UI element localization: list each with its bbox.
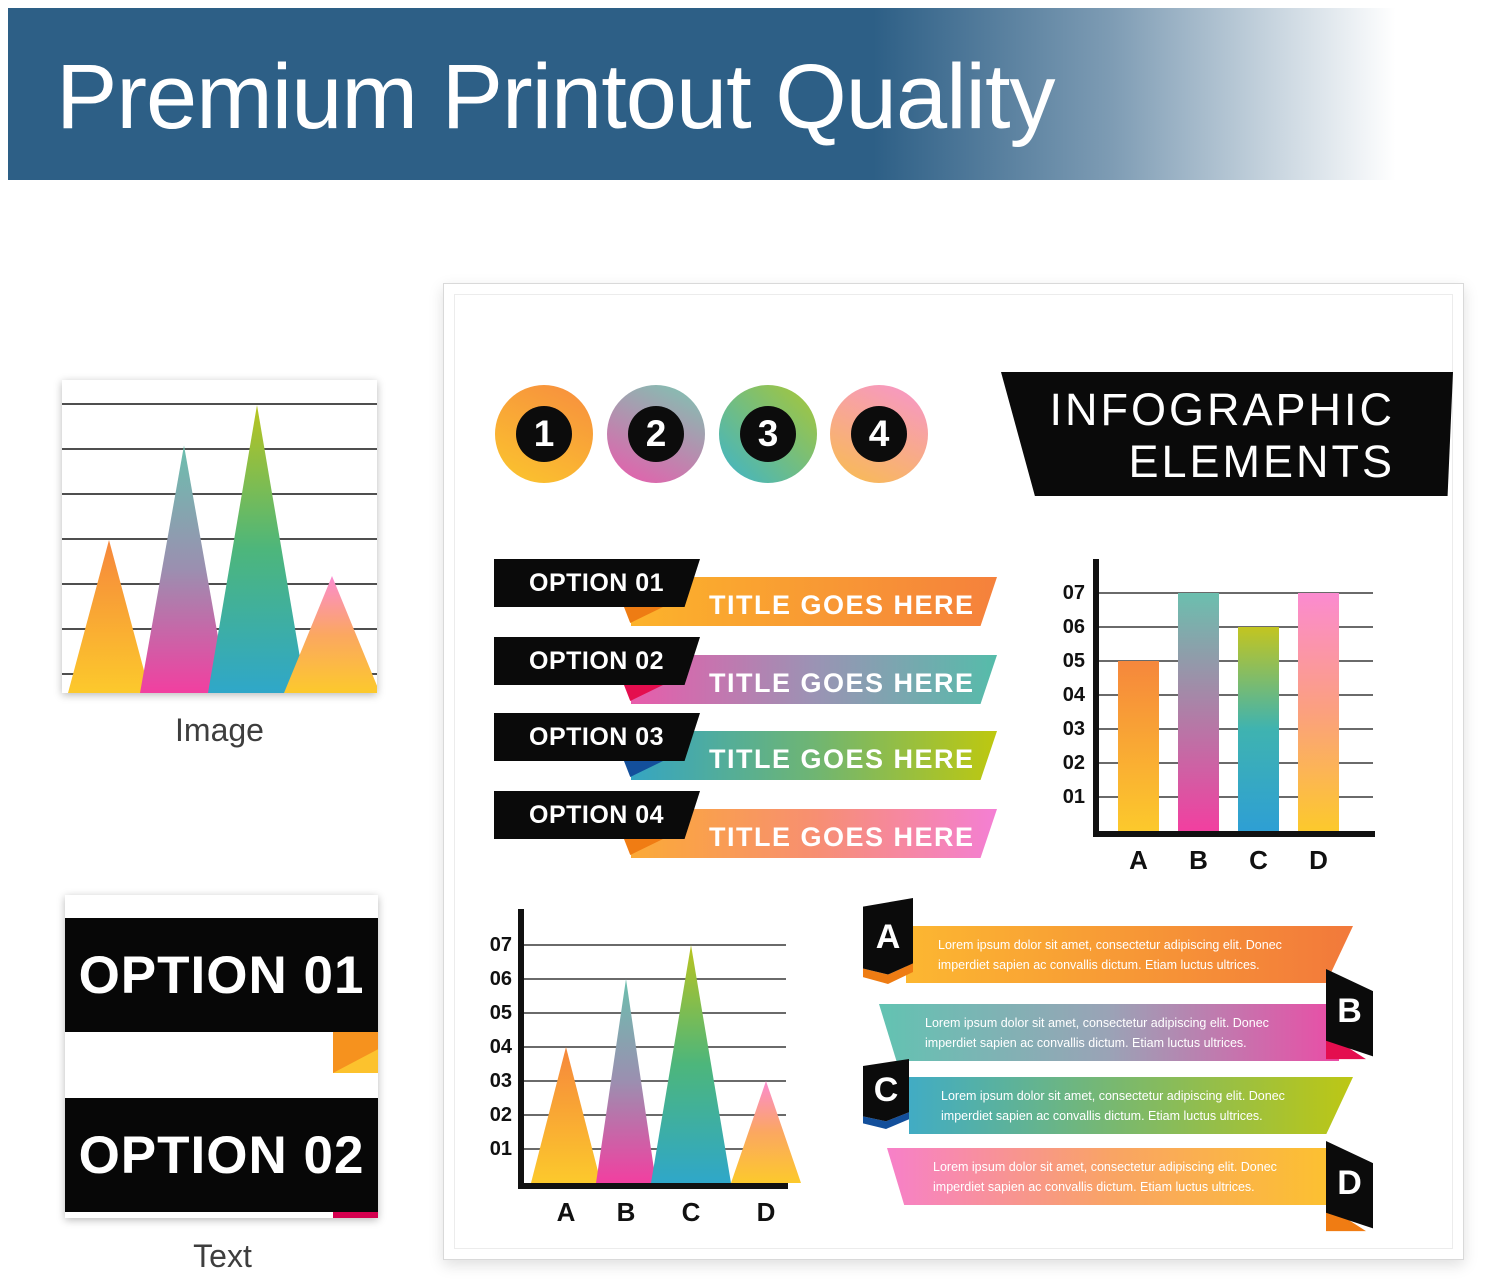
mountain-chart: 01 02 03 04 05 06 07 A B C D [454,899,834,1239]
bar-chart-plot: 01 02 03 04 05 06 07 A B C D [1041,559,1386,889]
badge-3-number: 3 [740,406,796,462]
tag-b-letter: B [1337,991,1362,1030]
badge-4: 4 [830,385,928,483]
bar-chart-x-axis [1093,831,1375,837]
lorem-ribbon-a: Lorem ipsum dolor sit amet, consectetur … [906,926,1353,983]
mountain-chart-x-axis [518,1183,788,1189]
badge-3: 3 [719,385,817,483]
text-sample-fold-yellow [333,1049,378,1073]
text-sample-option1-banner: OPTION 01 [65,918,378,1032]
text-sample-fold [333,1032,378,1073]
infographic-panel: 1 2 3 4 INFOGRAPHIC ELEMENTS TITLE GOES … [443,283,1464,1260]
lorem-tag-c: C [863,1059,909,1129]
mountain-chart-y-axis [518,909,524,1189]
option-row-1: TITLE GOES HERE OPTION 01 [494,559,1059,634]
option-2-title-ribbon: TITLE GOES HERE [631,655,997,704]
option-row-4: TITLE GOES HERE OPTION 04 [494,791,1059,866]
option-1-label-banner: OPTION 01 [494,559,700,607]
lorem-ribbon-d: Lorem ipsum dolor sit amet, consectetur … [887,1148,1339,1205]
tag-a-letter: A [875,917,901,956]
banner-line1: INFOGRAPHIC [1049,384,1395,435]
option-2-label-banner: OPTION 02 [494,637,700,685]
lorem-ribbon-b: Lorem ipsum dolor sit amet, consectetur … [879,1004,1339,1061]
option-4-label-banner: OPTION 04 [494,791,700,839]
bar-chart: 01 02 03 04 05 06 07 A B C D [1041,559,1386,889]
option-3-title-ribbon: TITLE GOES HERE [631,731,997,780]
text-quality-sample: OPTION 01 OPTION 02 [65,895,378,1218]
page-title: Premium Printout Quality [56,46,1056,148]
lorem-tag-b: B [1326,969,1373,1061]
option-row-3: TITLE GOES HERE OPTION 03 [494,713,1059,788]
text-sample-option2-banner: OPTION 02 [65,1098,378,1212]
tag-d-letter: D [1337,1163,1362,1202]
bar-chart-y-axis [1093,559,1099,837]
image-quality-sample [62,380,377,693]
mountain-chart-plot: 01 02 03 04 05 06 07 A B C D [454,899,834,1239]
badge-1-number: 1 [516,406,572,462]
text-sample-red-strip [333,1208,378,1218]
badge-2-number: 2 [628,406,684,462]
badge-2: 2 [607,385,705,483]
tag-c-letter: C [873,1070,899,1109]
tag-c-shape [863,1059,909,1129]
tag-d-shape [1326,1141,1373,1232]
infographic-elements-banner: INFOGRAPHIC ELEMENTS [1001,372,1453,496]
badge-4-number: 4 [851,406,907,462]
banner-line2: ELEMENTS [1128,436,1395,488]
image-sample-label: Image [175,712,264,748]
lorem-ribbon-c: Lorem ipsum dolor sit amet, consectetur … [909,1077,1353,1134]
header-banner: Premium Printout Quality [8,8,1500,180]
badge-1: 1 [495,385,593,483]
option-1-title-ribbon: TITLE GOES HERE [631,577,997,626]
tag-a-shape [863,898,913,984]
text-sample-label: Text [193,1238,252,1274]
lorem-tag-d: D [1326,1141,1373,1233]
option-3-label-banner: OPTION 03 [494,713,700,761]
tag-b-shape [1326,969,1373,1060]
option-4-title-ribbon: TITLE GOES HERE [631,809,997,858]
lorem-tag-a: A [863,898,913,984]
option-row-2: TITLE GOES HERE OPTION 02 [494,637,1059,712]
